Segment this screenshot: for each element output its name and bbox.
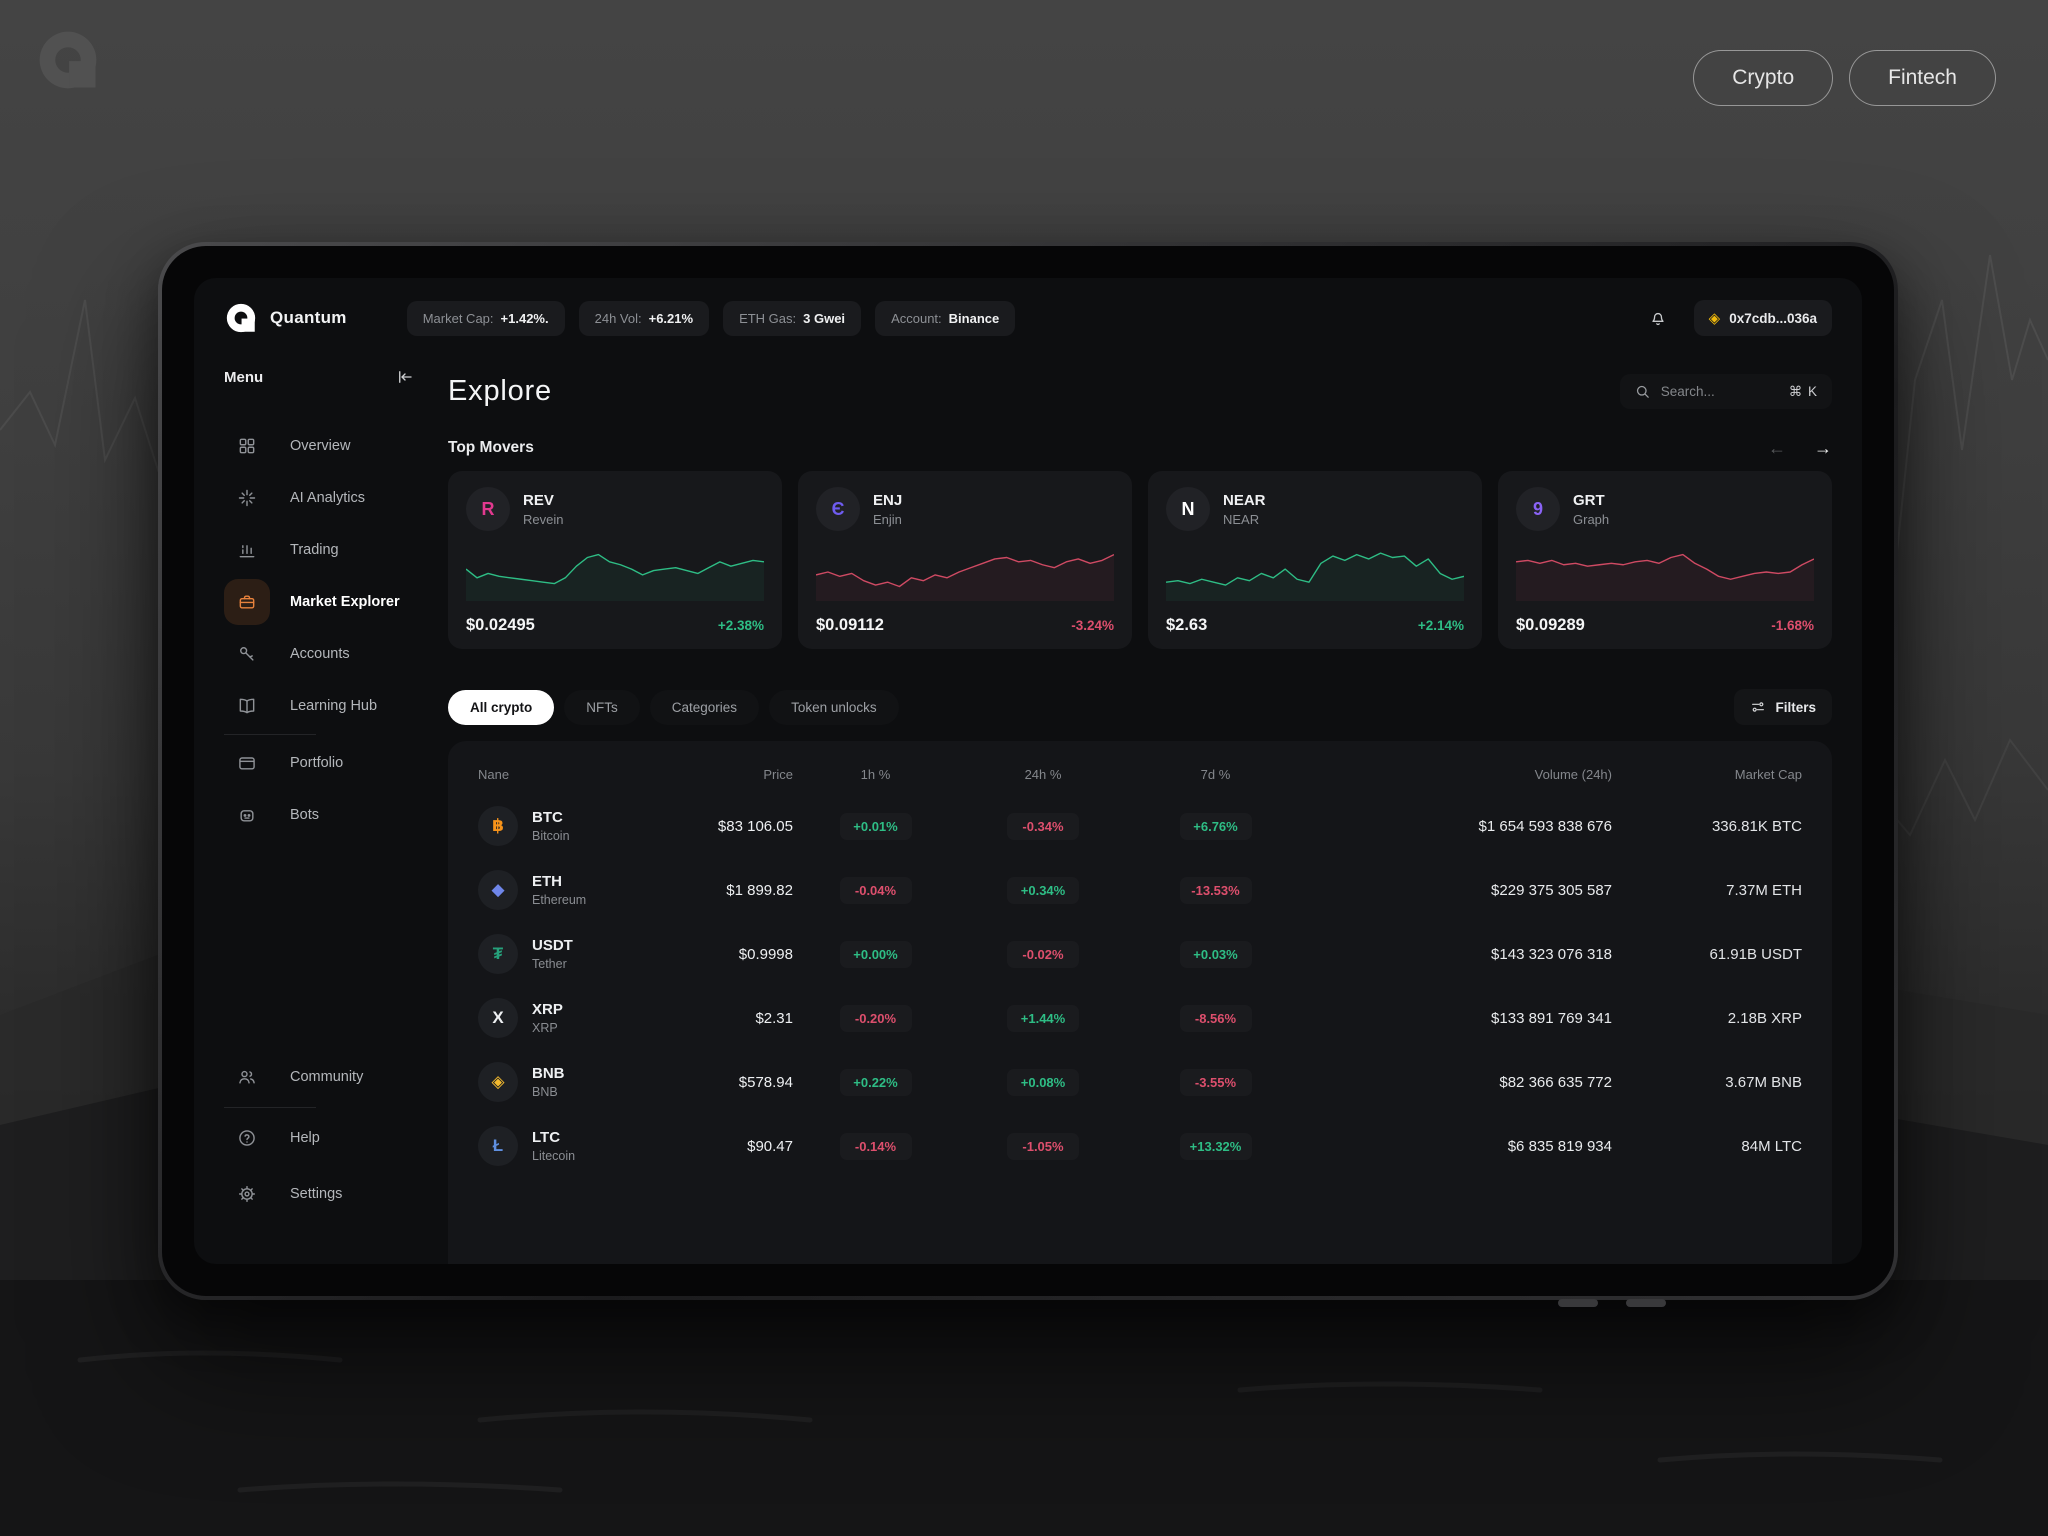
ai-analytics-icon — [224, 475, 270, 521]
tab-nfts[interactable]: NFTs — [586, 699, 618, 715]
trading-icon — [224, 527, 270, 573]
bnb-icon: ◈ — [478, 1062, 518, 1102]
overview-icon — [224, 423, 270, 469]
accounts-icon — [224, 631, 270, 677]
sidebar-item-community[interactable]: Community — [224, 1049, 436, 1105]
stat-market-cap: Market Cap: +1.42%. — [406, 300, 565, 336]
search-shortcut: ⌘ K — [1788, 383, 1818, 399]
table-row-xrp[interactable]: X XRP XRP $2.31 -0.20% +1.44% -8.56% $133… — [478, 986, 1802, 1050]
settings-icon — [224, 1171, 270, 1217]
grt-sparkline-chart — [1516, 543, 1814, 601]
tag-fintech[interactable]: Fintech — [1849, 50, 1996, 106]
mover-card-rev[interactable]: R REV Revein $0.02495 +2.38% — [448, 471, 782, 649]
tag-crypto[interactable]: Crypto — [1693, 50, 1834, 106]
tab-all-crypto[interactable]: All crypto — [448, 689, 555, 725]
community-icon — [224, 1054, 270, 1100]
learning-hub-icon — [224, 683, 270, 729]
sidebar: Menu Overview — [194, 358, 436, 1264]
tablet-device: Quantum Market Cap: +1.42%. 24h Vol: +6.… — [158, 242, 1898, 1307]
movers-next-icon[interactable]: → — [1814, 438, 1832, 458]
tab-categories[interactable]: Categories — [671, 699, 738, 715]
ethereum-icon: ◆ — [478, 870, 518, 910]
search-box[interactable]: ⌘ K — [1620, 374, 1832, 409]
quantum-logo-icon — [224, 301, 258, 335]
column-header-24h[interactable]: 24h % — [1024, 767, 1062, 782]
sidebar-item-accounts[interactable]: Accounts — [224, 628, 436, 680]
sidebar-item-overview[interactable]: Overview — [224, 420, 436, 472]
sidebar-item-bots[interactable]: Bots — [224, 789, 436, 841]
xrp-icon: X — [478, 998, 518, 1038]
sidebar-item-market-explorer[interactable]: Market Explorer — [224, 576, 436, 628]
stat-24h-vol: 24h Vol: +6.21% — [578, 300, 710, 336]
grt-coin-icon: 9 — [1516, 487, 1560, 531]
stat-account: Account: Binance — [875, 300, 1016, 336]
bitcoin-icon: ฿ — [478, 806, 518, 846]
market-stats: Market Cap: +1.42%. 24h Vol: +6.21% ETH … — [406, 300, 1016, 336]
enj-coin-icon: Є — [816, 487, 860, 531]
movers-prev-icon[interactable]: ← — [1768, 438, 1786, 458]
bots-icon — [224, 792, 270, 838]
tab-token-unlocks[interactable]: Token unlocks — [791, 699, 877, 715]
search-input[interactable] — [1660, 384, 1779, 399]
app-screen: Quantum Market Cap: +1.42%. 24h Vol: +6.… — [194, 278, 1862, 1264]
table-row-ltc[interactable]: Ł LTC Litecoin $90.47 -0.14% -1.05% +13.3… — [478, 1114, 1802, 1178]
sidebar-divider — [224, 1107, 316, 1108]
crypto-table-panel: Nane Price 1h % 24h % 7d % Volume (24h) … — [448, 741, 1832, 1264]
filters-icon — [1750, 699, 1766, 715]
quantum-watermark-logo-icon — [34, 26, 102, 94]
table-row-btc[interactable]: ฿ BTC Bitcoin $83 106.05 +0.01% -0.34% +6… — [478, 794, 1802, 858]
app-header: Quantum Market Cap: +1.42%. 24h Vol: +6.… — [194, 278, 1862, 358]
volume-button — [1558, 1299, 1598, 1307]
top-movers-title: Top Movers — [448, 439, 534, 456]
mover-card-grt[interactable]: 9 GRT Graph $0.09289 -1.68% — [1498, 471, 1832, 649]
volume-button — [1626, 1299, 1666, 1307]
stat-eth-gas: ETH Gas: 3 Gwei — [723, 300, 862, 336]
sidebar-divider — [224, 734, 316, 735]
near-coin-icon: N — [1166, 487, 1210, 531]
search-icon — [1634, 383, 1651, 400]
top-movers-cards: R REV Revein $0.02495 +2.38% Є — [448, 471, 1832, 649]
wallet-address: 0x7cdb...036a — [1729, 310, 1817, 326]
near-sparkline-chart — [1166, 543, 1464, 601]
wallet-button[interactable]: ◈ 0x7cdb...036a — [1693, 300, 1832, 336]
category-tabs: All crypto NFTs Categories Token unlocks… — [448, 689, 1832, 725]
sidebar-item-learning-hub[interactable]: Learning Hub — [224, 680, 436, 732]
table-row-bnb[interactable]: ◈ BNB BNB $578.94 +0.22% +0.08% -3.55% $8… — [478, 1050, 1802, 1114]
sidebar-title: Menu — [224, 368, 264, 386]
page-tags: Crypto Fintech — [1693, 50, 1996, 106]
table-row-usdt[interactable]: ₮ USDT Tether $0.9998 +0.00% -0.02% +0.03… — [478, 922, 1802, 986]
market-explorer-icon — [224, 579, 270, 625]
brand-name: Quantum — [270, 308, 347, 327]
tether-icon: ₮ — [478, 934, 518, 974]
sidebar-item-portfolio[interactable]: Portfolio — [224, 737, 436, 789]
help-icon — [224, 1115, 270, 1161]
binance-wallet-icon: ◈ — [1708, 310, 1721, 327]
filters-button[interactable]: Filters — [1734, 689, 1832, 725]
enj-sparkline-chart — [816, 543, 1114, 601]
mover-card-near[interactable]: N NEAR NEAR $2.63 +2.14% — [1148, 471, 1482, 649]
sidebar-item-settings[interactable]: Settings — [224, 1166, 436, 1222]
column-header-market-cap[interactable]: Market Cap — [1734, 767, 1802, 782]
column-header-volume[interactable]: Volume (24h) — [1534, 767, 1612, 782]
sidebar-item-trading[interactable]: Trading — [224, 524, 436, 576]
sidebar-item-ai-analytics[interactable]: AI Analytics — [224, 472, 436, 524]
column-header-price[interactable]: Price — [763, 767, 793, 782]
mover-card-enj[interactable]: Є ENJ Enjin $0.09112 -3.24% — [798, 471, 1132, 649]
rev-coin-icon: R — [466, 487, 510, 531]
column-header-name[interactable]: Nane — [478, 767, 510, 782]
page-title: Explore — [448, 375, 552, 407]
sidebar-item-help[interactable]: Help — [224, 1110, 436, 1166]
table-header: Nane Price 1h % 24h % 7d % Volume (24h) … — [478, 749, 1802, 794]
notifications-bell-icon[interactable] — [1648, 308, 1668, 328]
table-row-eth[interactable]: ◆ ETH Ethereum $1 899.82 -0.04% +0.34% -1… — [478, 858, 1802, 922]
portfolio-icon — [224, 740, 270, 786]
litecoin-icon: Ł — [478, 1126, 518, 1166]
column-header-7d[interactable]: 7d % — [1200, 767, 1231, 782]
column-header-1h[interactable]: 1h % — [860, 767, 891, 782]
rev-sparkline-chart — [466, 543, 764, 601]
collapse-sidebar-icon[interactable] — [396, 368, 414, 386]
brand[interactable]: Quantum — [224, 301, 347, 335]
main-content: Explore ⌘ K Top Movers ← — [436, 358, 1862, 1264]
